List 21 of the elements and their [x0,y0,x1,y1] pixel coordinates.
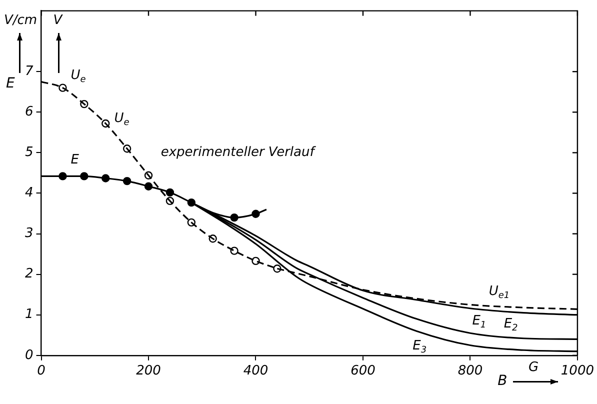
y-axis-title: E [6,75,15,92]
y-tick-label: 3 [24,226,34,242]
y-tick-label: 5 [24,145,34,160]
x-tick-label: 600 [350,364,376,379]
x-tick-label: 1000 [560,364,594,379]
y-tick-label: 1 [24,307,34,322]
y-tick-label: 0 [24,348,34,363]
x-tick-label: 400 [243,364,268,379]
x-tick-label: 200 [136,364,161,379]
annotation: experimenteller Verlauf [160,145,317,160]
text: V/cm [4,13,38,28]
x-tick-label: 800 [458,364,483,379]
y-tick-label: 4 [24,186,34,201]
annotation: V [53,13,64,28]
x-axis-title: B [498,373,508,390]
y-tick-label: 2 [24,266,34,282]
series-label: E [70,152,80,168]
x-tick-label: 0 [37,364,46,379]
y-tick-label: 6 [24,104,34,120]
y-tick-label: 7 [24,64,34,79]
text: G [528,360,539,375]
